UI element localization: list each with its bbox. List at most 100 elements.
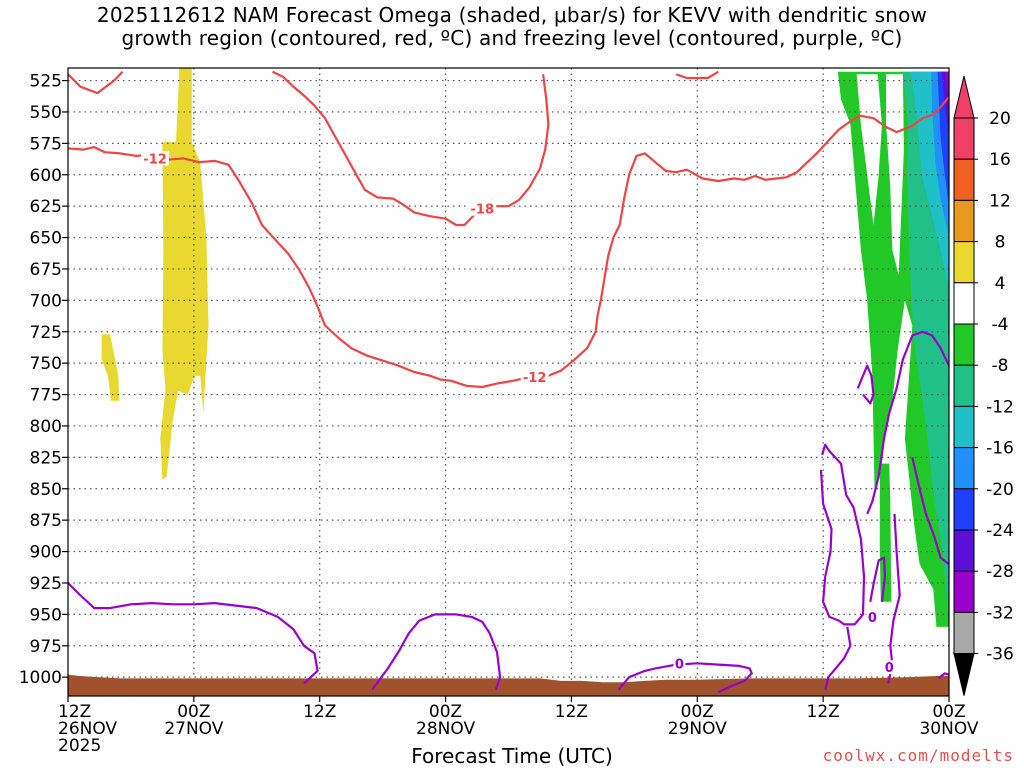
y-tick-label: 750 <box>30 354 62 374</box>
colorbar-swatch <box>953 117 975 160</box>
omega-region-1 <box>101 334 120 401</box>
dgz-contour-1 <box>68 96 949 389</box>
contour-label-2: -12 <box>523 371 547 386</box>
plot-frame <box>67 67 950 697</box>
y-axis: 525 550 575 600 625 650 675 700 725 750 775 800 825 8… <box>19 72 68 688</box>
omega-region-11 <box>944 71 949 100</box>
freezing-contour-12 <box>866 330 949 515</box>
contour-label-bg <box>866 609 879 624</box>
contour-labels: -12 -18 -12 0 0 0 <box>141 151 896 676</box>
terrain-fill <box>68 674 949 696</box>
colorbar-tick-label: 12 <box>989 191 1011 211</box>
x-tick-label: 00Z <box>932 702 965 722</box>
y-tick-label: 725 <box>30 323 62 343</box>
y-tick-label: 925 <box>30 574 62 594</box>
colorbar-tick-label: -28 <box>986 562 1014 582</box>
y-tick-label: 625 <box>30 197 62 217</box>
colorbar-swatch <box>953 488 975 531</box>
colorbar-swatch <box>953 282 975 325</box>
contour-label-5: 0 <box>885 661 894 676</box>
contour-label-bg <box>673 656 686 671</box>
colorbar-swatch <box>953 199 975 243</box>
y-tick-label: 975 <box>30 637 62 657</box>
omega-region-5 <box>886 74 904 276</box>
y-tick-label: 700 <box>30 291 62 311</box>
freezing-contour-14 <box>937 672 949 680</box>
x-tick-label: 12Z <box>555 702 588 722</box>
contour-label-1: -18 <box>471 203 495 218</box>
colorbar-swatch <box>953 611 975 655</box>
x-tick-label: 27NOV <box>164 719 223 739</box>
colorbar-tick-label: -4 <box>992 315 1009 335</box>
colorbar-tick-label: -16 <box>986 439 1014 459</box>
chart-title-line1: 2025112612 NAM Forecast Omega (shaded, μ… <box>96 3 928 27</box>
x-tick-label: 00Z <box>681 702 714 722</box>
colorbar: 20 16 12 8 4 -4 -8 -12 -16 -20 -24 -28 -32 -36 <box>953 75 1014 696</box>
colorbar-swatch <box>953 570 975 613</box>
colorbar-swatch <box>953 529 975 572</box>
y-tick-label: 1000 <box>19 668 62 688</box>
terrain-surface <box>68 674 949 696</box>
contour-label-bg <box>520 369 549 384</box>
omega-shading <box>101 68 949 627</box>
omega-region-0 <box>160 68 209 480</box>
colorbar-swatch <box>953 241 975 284</box>
contour-label-4: 0 <box>868 611 877 626</box>
colorbar-swatch <box>953 447 975 490</box>
x-tick-label: 12Z <box>807 702 840 722</box>
y-tick-label: 575 <box>30 134 62 154</box>
colorbar-top-triangle <box>953 75 975 119</box>
x-tick-label: 30NOV <box>919 719 978 739</box>
y-tick-label: 550 <box>30 103 62 123</box>
colorbar-bottom-triangle <box>953 653 975 696</box>
colorbar-tick-label: -24 <box>986 521 1014 541</box>
chart-title-line2: growth region (contoured, red, ºC) and f… <box>121 26 903 50</box>
x-tick-label: 2025 <box>58 736 101 756</box>
omega-region-3 <box>879 463 892 602</box>
colorbar-tick-label: 20 <box>989 109 1011 129</box>
dgz-contour-3 <box>675 70 719 80</box>
colorbar-tick-label: 8 <box>995 233 1006 253</box>
credit-text: coolwx.com/modelts <box>822 746 1014 765</box>
colorbar-swatch <box>953 405 975 449</box>
freezing-contour-8 <box>819 443 866 626</box>
x-tick-label: 28NOV <box>416 719 475 739</box>
freezing-contour-6 <box>371 613 502 691</box>
y-tick-label: 825 <box>30 448 62 468</box>
x-tick-label: 26NOV <box>58 719 117 739</box>
colorbar-swatch <box>953 364 975 407</box>
freezing-contour-7 <box>617 662 753 694</box>
x-tick-label: 29NOV <box>668 719 727 739</box>
colorbar-tick-label: -12 <box>986 397 1014 417</box>
chart-title: 2025112612 NAM Forecast Omega (shaded, μ… <box>0 4 1024 50</box>
x-tick-label: 00Z <box>429 702 462 722</box>
x-tick-label: 12Z <box>58 702 91 722</box>
x-tick-label: 12Z <box>303 702 336 722</box>
freezing-contour-10 <box>869 556 887 602</box>
colorbar-tick-label: -8 <box>992 356 1009 376</box>
contour-label-bg <box>468 201 497 216</box>
freezing-contour-5 <box>68 582 319 685</box>
contour-lines <box>68 70 949 694</box>
omega-region-10 <box>941 71 949 138</box>
colorbar-swatch <box>953 158 975 201</box>
colorbar-tick-label: -20 <box>986 480 1014 500</box>
y-tick-label: 650 <box>30 229 62 249</box>
colorbar-tick-label: 16 <box>989 150 1011 170</box>
y-tick-label: 775 <box>30 386 62 406</box>
y-tick-label: 850 <box>30 480 62 500</box>
y-tick-label: 675 <box>30 260 62 280</box>
colorbar-tick-label: -32 <box>986 603 1014 623</box>
omega-region-4 <box>856 74 882 225</box>
y-tick-label: 950 <box>30 605 62 625</box>
freezing-contour-15 <box>911 457 949 565</box>
contour-label-0: -12 <box>143 152 167 167</box>
y-tick-label: 525 <box>30 72 62 92</box>
colorbar-tick-label: -36 <box>986 645 1014 665</box>
x-axis-title: Forecast Time (UTC) <box>411 744 613 768</box>
y-tick-label: 800 <box>30 417 62 437</box>
y-tick-label: 900 <box>30 543 62 563</box>
colorbar-swatch <box>953 323 975 366</box>
